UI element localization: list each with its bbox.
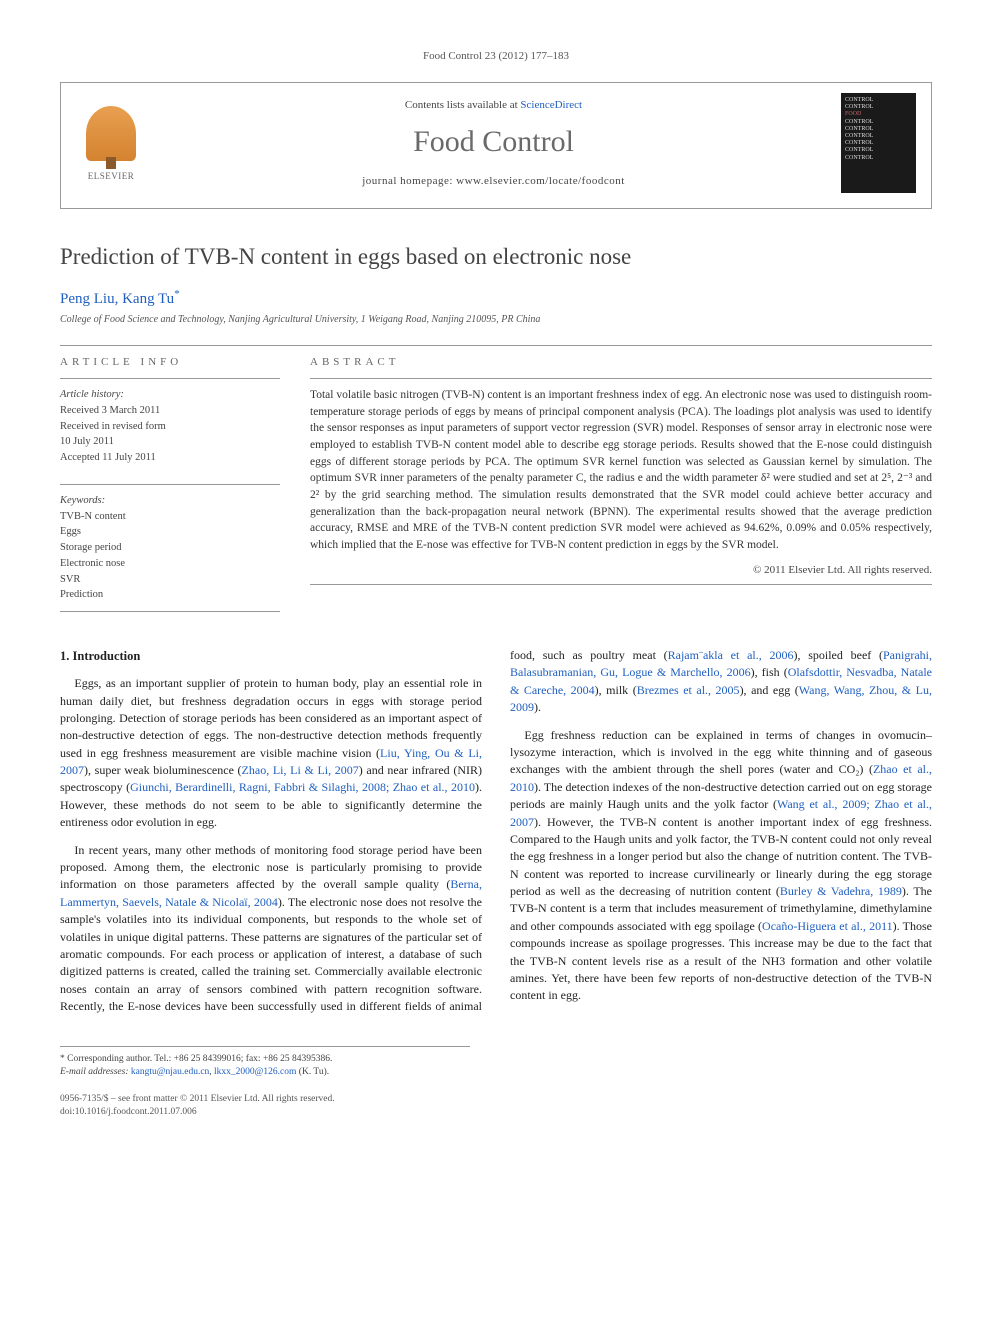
article-info-column: ARTICLE INFO Article history: Received 3… xyxy=(60,356,280,612)
author-list: Peng Liu, Kang Tu* xyxy=(60,288,932,308)
text-run: ). xyxy=(534,700,541,714)
cover-line: CONTROL xyxy=(845,126,912,133)
history-line: Received in revised form xyxy=(60,419,280,435)
divider xyxy=(60,345,932,346)
keyword: Electronic nose xyxy=(60,556,280,572)
corresponding-mark: * xyxy=(174,288,180,300)
header-center: Contents lists available at ScienceDirec… xyxy=(166,99,821,187)
email-label: E-mail addresses: xyxy=(60,1067,131,1077)
authors-text: Peng Liu, Kang Tu xyxy=(60,291,174,307)
homepage-url[interactable]: www.elsevier.com/locate/foodcont xyxy=(456,175,625,187)
history-line: Received 3 March 2011 xyxy=(60,403,280,419)
keywords-block: Keywords: TVB-N content Eggs Storage per… xyxy=(60,484,280,612)
doi-line: doi:10.1016/j.foodcont.2011.07.006 xyxy=(60,1106,932,1119)
body-text: 1. Introduction Eggs, as an important su… xyxy=(60,647,932,1016)
text-run: In recent years, many other methods of m… xyxy=(60,843,482,892)
elsevier-logo-text: ELSEVIER xyxy=(88,171,135,181)
divider xyxy=(310,584,932,585)
journal-cover-thumbnail: CONTROL CONTROL FOOD CONTROL CONTROL CON… xyxy=(841,93,916,193)
cover-line: CONTROL xyxy=(845,119,912,126)
corresponding-author-note: * Corresponding author. Tel.: +86 25 843… xyxy=(60,1053,470,1066)
text-run: ), spoiled beef ( xyxy=(793,648,883,662)
email-tail: (K. Tu). xyxy=(296,1067,329,1077)
cover-line: CONTROL xyxy=(845,155,912,162)
citation-link[interactable]: Giunchi, Berardinelli, Ragni, Fabbri & S… xyxy=(130,780,475,794)
contents-list-line: Contents lists available at ScienceDirec… xyxy=(166,99,821,111)
abstract-heading: ABSTRACT xyxy=(310,356,932,368)
email-link[interactable]: lkxx_2000@126.com xyxy=(214,1067,296,1077)
citation-link[interactable]: Burley & Vadehra, 1989 xyxy=(780,884,902,898)
keyword: Prediction xyxy=(60,587,280,603)
citation-link[interactable]: Brezmes et al., 2005 xyxy=(637,683,740,697)
history-line: 10 July 2011 xyxy=(60,434,280,450)
abstract-column: ABSTRACT Total volatile basic nitrogen (… xyxy=(310,356,932,612)
journal-header: ELSEVIER Contents lists available at Sci… xyxy=(60,82,932,209)
text-run: Egg freshness reduction can be explained… xyxy=(510,728,932,777)
section-heading: 1. Introduction xyxy=(60,647,482,665)
email-link[interactable]: kangtu@njau.edu.cn xyxy=(131,1067,209,1077)
text-run: ), milk ( xyxy=(595,683,637,697)
running-head: Food Control 23 (2012) 177–183 xyxy=(60,50,932,62)
issn-line: 0956-7135/$ – see front matter © 2011 El… xyxy=(60,1093,932,1106)
homepage-label: journal homepage: xyxy=(362,175,456,187)
text-run: ), fish ( xyxy=(751,665,788,679)
text-run: ), and egg ( xyxy=(740,683,799,697)
article-title: Prediction of TVB-N content in eggs base… xyxy=(60,244,932,270)
text-run: ), super weak bioluminescence ( xyxy=(84,763,242,777)
affiliation: College of Food Science and Technology, … xyxy=(60,314,932,325)
cover-line: CONTROL xyxy=(845,97,912,104)
contents-prefix: Contents lists available at xyxy=(405,99,520,111)
footnotes: * Corresponding author. Tel.: +86 25 843… xyxy=(60,1046,470,1080)
article-info-heading: ARTICLE INFO xyxy=(60,356,280,368)
paragraph: Egg freshness reduction can be explained… xyxy=(510,727,932,1005)
paragraph: Eggs, as an important supplier of protei… xyxy=(60,675,482,832)
journal-title: Food Control xyxy=(166,125,821,159)
citation-link[interactable]: Zhao, Li, Li & Li, 2007 xyxy=(242,763,359,777)
homepage-line: journal homepage: www.elsevier.com/locat… xyxy=(166,175,821,187)
cover-line: CONTROL xyxy=(845,140,912,147)
doi-block: 0956-7135/$ – see front matter © 2011 El… xyxy=(60,1093,932,1120)
citation-link[interactable]: Rajam¨akla et al., 2006 xyxy=(668,648,794,662)
cover-line: FOOD xyxy=(845,111,912,118)
keywords-label: Keywords: xyxy=(60,493,280,509)
cover-line: CONTROL xyxy=(845,104,912,111)
elsevier-tree-icon xyxy=(86,106,136,161)
copyright-line: © 2011 Elsevier Ltd. All rights reserved… xyxy=(310,564,932,576)
keyword: TVB-N content xyxy=(60,509,280,525)
keyword: Storage period xyxy=(60,540,280,556)
keyword: Eggs xyxy=(60,524,280,540)
history-label: Article history: xyxy=(60,387,280,403)
article-history: Article history: Received 3 March 2011 R… xyxy=(60,378,280,466)
keyword: SVR xyxy=(60,572,280,588)
cover-line: CONTROL xyxy=(845,133,912,140)
cover-line: CONTROL xyxy=(845,147,912,154)
citation-link[interactable]: Ocaño-Higuera et al., 2011 xyxy=(762,919,893,933)
info-abstract-row: ARTICLE INFO Article history: Received 3… xyxy=(60,356,932,612)
history-line: Accepted 11 July 2011 xyxy=(60,450,280,466)
sciencedirect-link[interactable]: ScienceDirect xyxy=(520,99,582,111)
abstract-text: Total volatile basic nitrogen (TVB-N) co… xyxy=(310,378,932,554)
elsevier-logo: ELSEVIER xyxy=(76,103,146,183)
email-line: E-mail addresses: kangtu@njau.edu.cn, lk… xyxy=(60,1066,470,1079)
